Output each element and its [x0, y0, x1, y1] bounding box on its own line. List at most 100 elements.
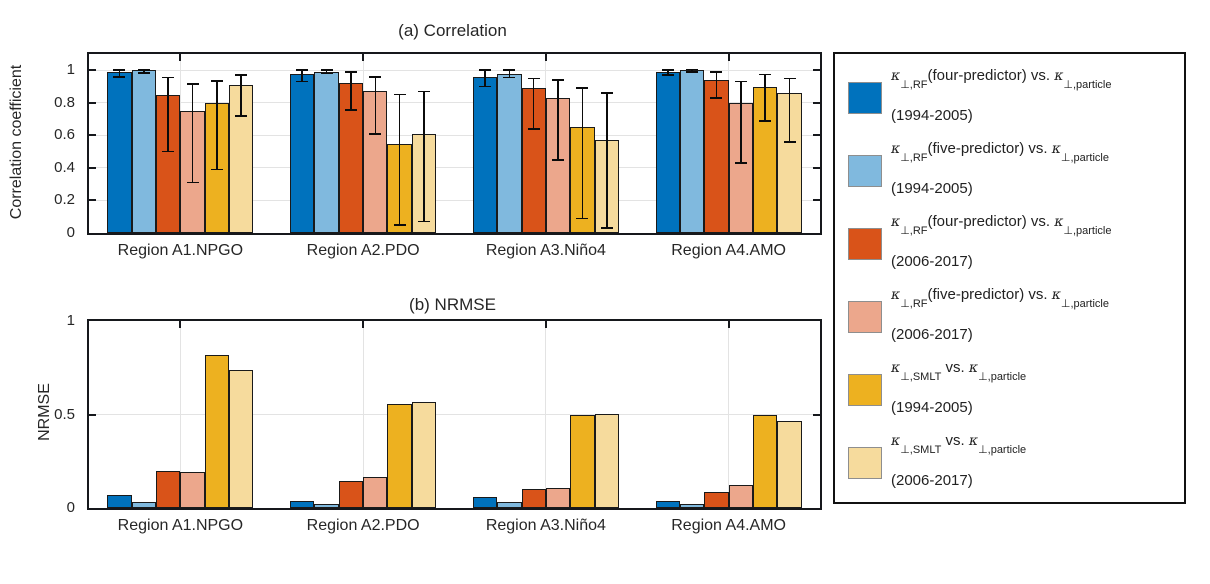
legend-years: (1994-2005)	[891, 180, 973, 197]
error-bar	[301, 70, 303, 82]
error-bar-cap	[235, 115, 248, 117]
kappa-symbol: κ	[891, 214, 901, 230]
error-bar-cap	[418, 220, 431, 223]
error-bar-cap	[344, 71, 357, 73]
error-bar-cap	[686, 68, 699, 71]
y-tick	[813, 101, 820, 104]
y-tick	[89, 413, 96, 416]
kappa-symbol: κ	[1051, 141, 1061, 157]
kappa-subscript: ⊥,particle	[1063, 79, 1112, 91]
kappa-subscript: ⊥,particle	[1060, 152, 1109, 164]
legend-swatch	[848, 301, 882, 333]
kappa-subscript: ⊥,particle	[978, 371, 1027, 383]
kappa-symbol: κ	[968, 360, 979, 376]
y-tick	[813, 69, 820, 72]
error-bar-cap	[478, 85, 491, 88]
error-bar-cap	[210, 80, 223, 82]
error-bar-cap	[478, 69, 491, 72]
error-bar	[143, 70, 145, 73]
y-tick	[813, 199, 820, 202]
y-tick	[89, 199, 96, 202]
kappa-symbol: κ	[891, 433, 901, 449]
error-bar-cap	[113, 75, 126, 78]
error-bar-cap	[552, 79, 565, 81]
error-bar-cap	[344, 109, 357, 111]
x-tick-label: Region A2.PDO	[306, 517, 420, 534]
legend-swatch	[848, 155, 882, 187]
bar	[107, 494, 132, 508]
error-bar	[740, 81, 742, 164]
y-tick-label: 1	[66, 312, 75, 329]
kappa-subscript: ⊥,RF	[900, 152, 928, 164]
x-tick-label: Region A1.NPGO	[117, 242, 244, 259]
bar	[679, 70, 705, 233]
legend-label: κ⊥,SMLT vs. κ⊥,particle (2006-2017)	[891, 431, 1026, 489]
error-bar	[398, 94, 401, 225]
error-bar	[484, 70, 486, 87]
kappa-symbol: κ	[1054, 68, 1064, 84]
legend-years: (2006-2017)	[891, 472, 973, 489]
panel-a-title: (a) Correlation	[398, 21, 507, 40]
error-bar-cap	[393, 93, 406, 96]
error-bar-cap	[210, 168, 223, 171]
bar	[594, 413, 619, 508]
y-tick-label: 0.5	[54, 405, 75, 423]
error-bar-cap	[137, 69, 150, 72]
bar	[314, 504, 339, 508]
bar	[570, 414, 595, 508]
error-bar-cap	[113, 69, 126, 72]
bar	[131, 70, 156, 233]
gridline-horizontal	[89, 69, 820, 71]
legend-swatch	[848, 447, 882, 479]
x-tick	[727, 54, 730, 61]
y-tick	[813, 134, 820, 137]
legend-label: κ⊥,RF(five-predictor) vs. κ⊥,particle (2…	[891, 285, 1109, 343]
kappa-symbol: κ	[1051, 287, 1061, 303]
y-tick-label: 1	[66, 61, 75, 79]
y-tick	[813, 166, 820, 169]
error-bar-cap	[661, 74, 674, 76]
legend-entry: κ⊥,RF(five-predictor) vs. κ⊥,particle (1…	[848, 139, 1184, 212]
bar	[107, 71, 132, 233]
bar	[290, 501, 315, 508]
kappa-subscript: ⊥,particle	[1060, 298, 1109, 310]
y-tick	[89, 134, 96, 137]
legend-mid-text: (four-predictor) vs.	[927, 67, 1055, 84]
kappa-symbol: κ	[968, 433, 979, 449]
error-bar-cap	[162, 150, 175, 153]
error-bar	[325, 70, 328, 74]
y-tick	[89, 166, 96, 169]
kappa-symbol: κ	[891, 287, 901, 303]
panel-b-title: (b) NRMSE	[409, 295, 496, 314]
error-bar-cap	[734, 162, 747, 164]
x-tick	[362, 321, 365, 328]
bar	[704, 80, 729, 233]
legend-box: κ⊥,RF(four-predictor) vs. κ⊥,particle (1…	[833, 52, 1186, 504]
error-bar	[691, 69, 693, 72]
legend-swatch	[848, 82, 882, 114]
bar	[314, 71, 339, 233]
bar	[655, 500, 680, 508]
error-bar-cap	[600, 92, 613, 94]
bar	[387, 404, 412, 508]
x-tick	[727, 321, 730, 328]
bar	[752, 414, 778, 508]
error-bar-cap	[235, 74, 248, 76]
y-tick-label: 0.4	[54, 158, 75, 176]
x-tick	[179, 54, 182, 61]
x-tick-label: Region A4.AMO	[671, 242, 786, 259]
kappa-subscript: ⊥,SMLT	[900, 371, 942, 383]
legend-mid-text: vs.	[941, 432, 969, 449]
bar	[497, 73, 522, 233]
x-tick-label: Region A1.NPGO	[117, 517, 244, 534]
error-bar	[508, 70, 511, 78]
legend-mid-text: (five-predictor) vs.	[927, 140, 1052, 157]
kappa-subscript: ⊥,SMLT	[900, 444, 942, 456]
bar	[521, 88, 546, 233]
legend-entry: κ⊥,RF(four-predictor) vs. κ⊥,particle (1…	[848, 66, 1184, 139]
gridline-horizontal	[89, 414, 820, 415]
error-bar-cap	[369, 75, 382, 78]
error-bar-cap	[759, 119, 772, 122]
bar	[655, 71, 680, 233]
error-bar-cap	[320, 72, 333, 75]
